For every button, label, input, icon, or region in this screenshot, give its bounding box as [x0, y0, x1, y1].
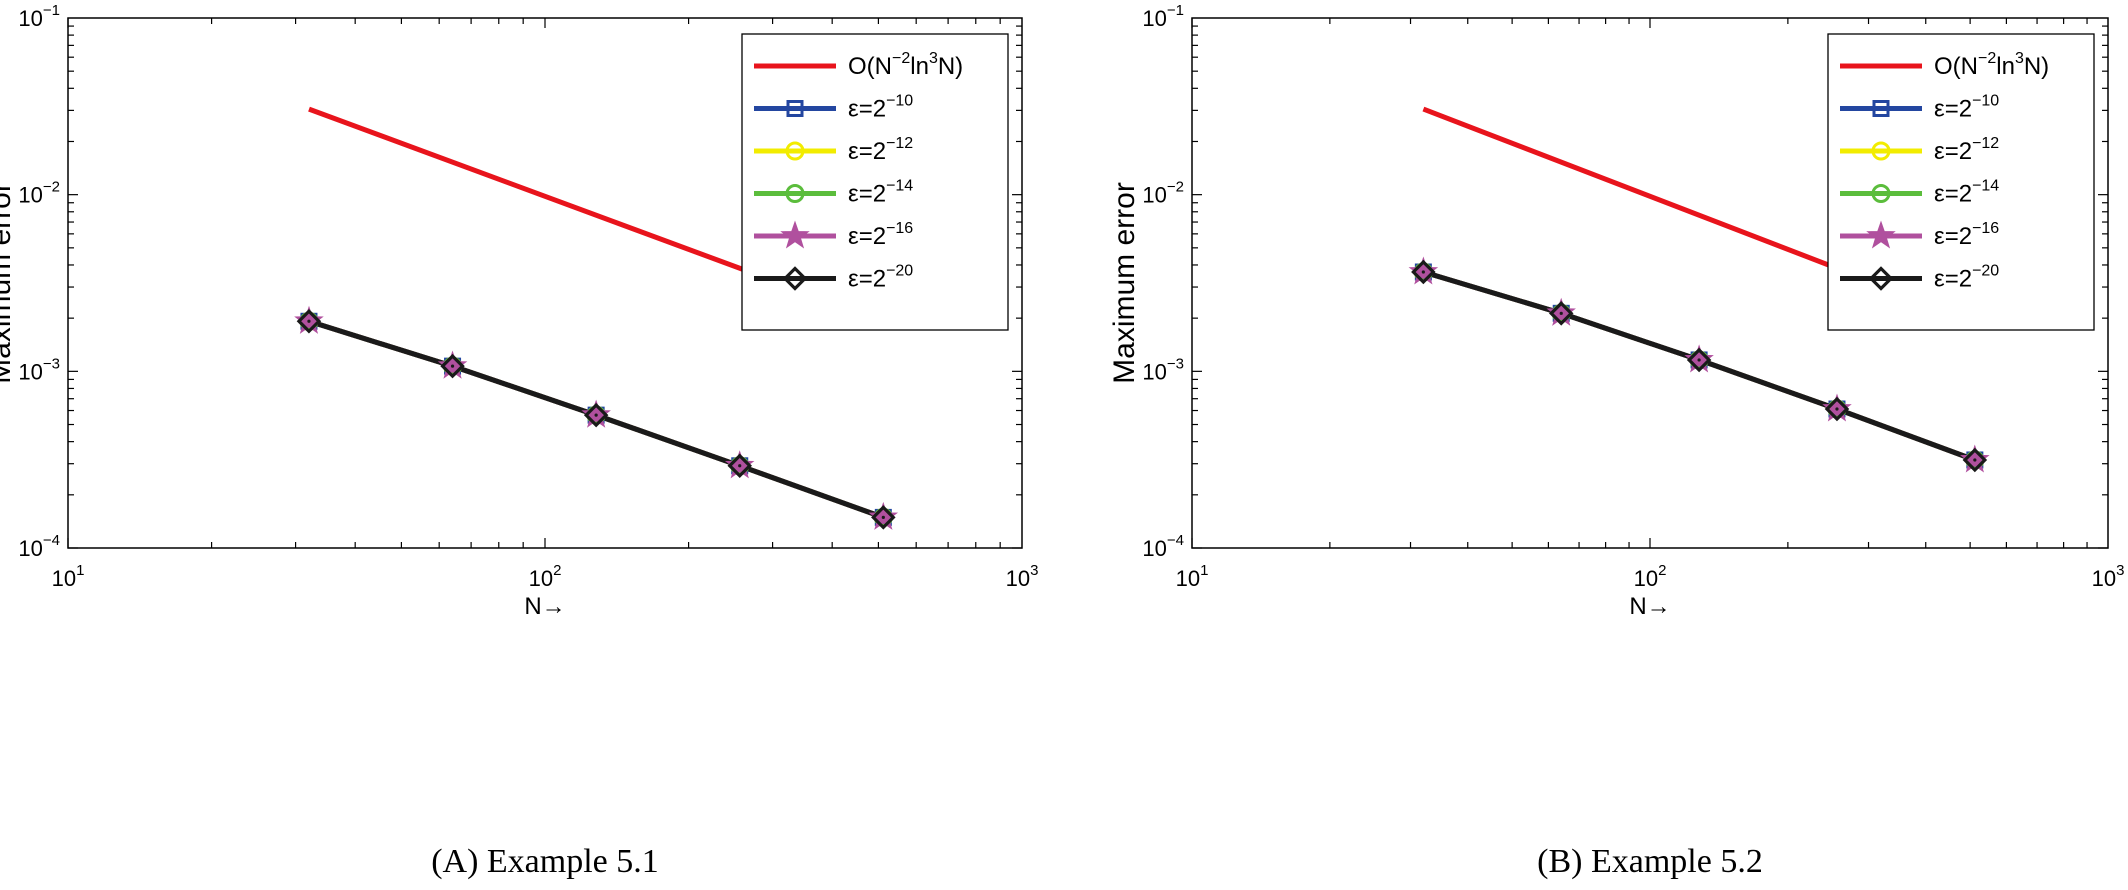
y-tick-label: 10−3 [1142, 355, 1184, 384]
x-tick-label: 102 [529, 562, 562, 591]
series-group [294, 106, 899, 530]
legend-marker-diamond [782, 266, 808, 291]
legend-marker-circle [785, 184, 805, 203]
legend-label: ε=2−12 [1934, 135, 1999, 165]
legend-marker-diamond [1868, 266, 1894, 291]
data-point-diamond-center [1559, 311, 1563, 315]
axis-ticks [1191, 18, 2108, 549]
legend-label: ε=2−16 [1934, 220, 1999, 250]
legend-label: ε=2−10 [848, 93, 913, 123]
data-point-diamond-center [1421, 270, 1425, 274]
data-point-diamond [871, 505, 896, 530]
x-tick-label: 103 [2092, 562, 2125, 591]
panel-caption: (A) Example 5.1 [431, 843, 659, 880]
data-point-diamond-center [1973, 458, 1977, 462]
y-tick-label: 10−2 [1142, 179, 1184, 208]
chart-panel-a: 101 102 103 10−4 10−3 10−2 10−1 N→ Maximum error… [0, 2, 1038, 880]
x-tick-label: 101 [52, 562, 85, 591]
legend-marker-star [780, 220, 810, 249]
y-tick-label: 10−1 [18, 2, 60, 31]
legend-label: ε=2−14 [848, 178, 913, 208]
legend-marker-square [786, 100, 804, 117]
legend-marker-diamond-center [793, 276, 797, 281]
y-tick-label: 10−3 [18, 355, 60, 384]
legend-label: ε=2−20 [1934, 263, 1999, 293]
y-axis-label: Maximum error [0, 182, 17, 384]
y-tick-label: 10−4 [1142, 532, 1184, 561]
legend-label: ε=2−16 [848, 220, 913, 250]
series-group [1408, 106, 1990, 473]
panel-caption: (B) Example 5.2 [1537, 843, 1763, 880]
legend-label: ε=2−12 [848, 135, 913, 165]
y-tick-label: 10−1 [1142, 2, 1184, 31]
x-axis-label: N→ [1629, 593, 1670, 620]
legend-label: ε=2−14 [1934, 178, 1999, 208]
legend-label: O(N−2ln3N) [848, 50, 963, 80]
legend-marker-star [1866, 220, 1896, 249]
data-point-diamond-center [738, 464, 742, 468]
legend-label: O(N−2ln3N) [1934, 50, 2049, 80]
data-point-diamond [1962, 447, 1988, 473]
legend-marker-circle [785, 141, 805, 161]
data-point-diamond [1686, 347, 1712, 373]
chart-panel-b: 101 102 103 10−4 10−3 10−2 10−1 N→ Maximum error… [1108, 2, 2124, 880]
x-axis-label: N→ [524, 593, 565, 620]
data-point-diamond [1548, 301, 1574, 326]
data-point-diamond-center [881, 515, 885, 520]
legend-marker-diamond-center [1879, 276, 1883, 281]
data-point-diamond-center [1835, 407, 1839, 411]
data-point-diamond-center [450, 364, 455, 368]
data-point-diamond [727, 453, 752, 479]
x-tick-label: 101 [1176, 562, 1209, 591]
data-point-diamond-center [1697, 358, 1701, 362]
y-tick-label: 10−4 [18, 532, 60, 561]
data-point-diamond [440, 353, 465, 379]
legend-label: ε=2−10 [1934, 93, 1999, 123]
y-axis-label: Maximum error [1108, 182, 1141, 384]
x-tick-label: 102 [1634, 562, 1667, 591]
x-tick-label: 103 [1006, 562, 1039, 591]
axis-ticks [67, 18, 1022, 549]
data-point-diamond-center [307, 319, 311, 323]
data-point-diamond [296, 309, 322, 334]
legend-marker-circle [1871, 141, 1891, 161]
data-point-diamond [1824, 396, 1850, 422]
legend-label: ε=2−20 [848, 263, 913, 293]
y-tick-label: 10−2 [18, 179, 60, 208]
legend-marker-circle [1871, 184, 1891, 203]
data-point-diamond [1411, 259, 1436, 285]
data-point-diamond [583, 402, 609, 428]
data-point-diamond-center [594, 413, 598, 417]
legend: O(N−2ln3N) ε=2−10 ε=2−12 ε=2−14 ε=2−16 ε=2−20 [741, 33, 1009, 331]
legend: O(N−2ln3N) ε=2−10 ε=2−12 ε=2−14 ε=2−16 ε=2−20 [1827, 33, 2095, 331]
legend-marker-square [1872, 100, 1890, 117]
